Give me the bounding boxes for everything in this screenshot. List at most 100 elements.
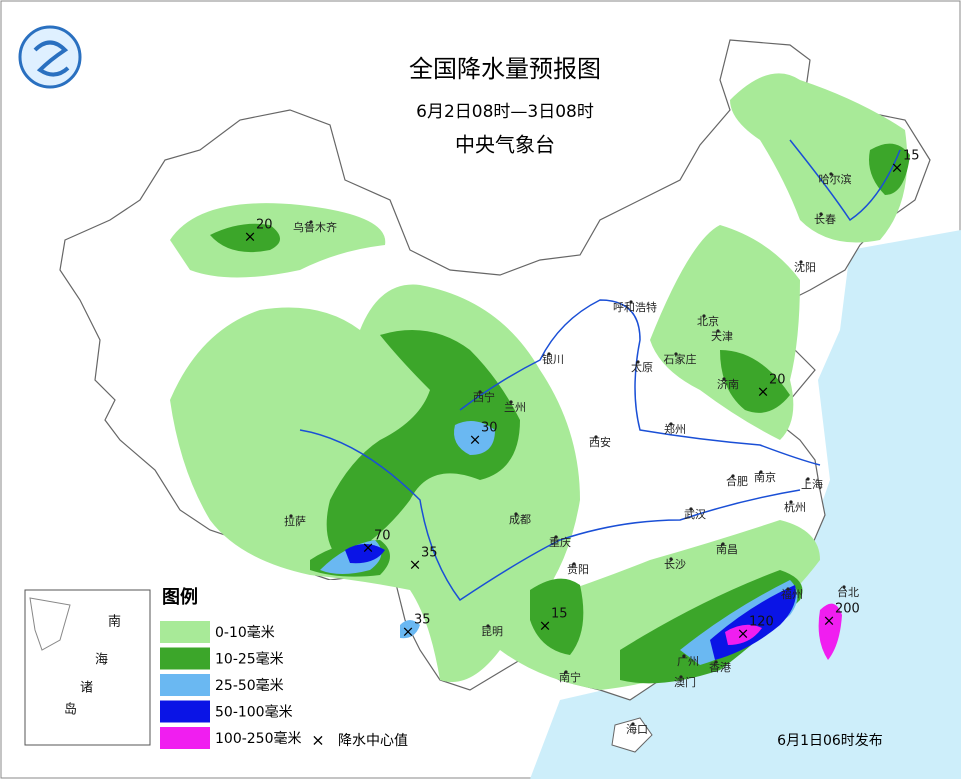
legend-label: 25-50毫米: [215, 677, 284, 694]
rain-area: [454, 421, 495, 455]
city-dot: [689, 507, 693, 511]
legend-swatch: [160, 700, 210, 723]
city-dot: [289, 514, 293, 518]
city-label: 沈阳: [794, 260, 816, 274]
inset-coast: [29, 597, 71, 651]
city-label: 银川: [542, 352, 564, 366]
city-dot: [829, 172, 833, 176]
city-label: 西安: [589, 435, 611, 449]
city-label: 哈尔滨: [819, 172, 852, 186]
center-value: 35: [421, 546, 438, 561]
center-value: 20: [769, 373, 786, 388]
legend-label: 100-250毫米: [215, 730, 302, 747]
city-label: 拉萨: [284, 514, 306, 528]
city-label: 天津: [711, 330, 733, 343]
city-label: 贵阳: [567, 563, 589, 576]
city-dot: [722, 377, 726, 381]
center-marker: ×: [469, 431, 482, 449]
center-value: 70: [374, 529, 391, 544]
city-dot: [702, 314, 706, 318]
city-label: 北京: [697, 314, 719, 328]
rain-area: [345, 544, 385, 564]
center-marker: ×: [244, 228, 257, 246]
city-dot: [759, 470, 763, 474]
center-value: 15: [551, 607, 568, 622]
legend-swatch: [160, 727, 210, 749]
sea: [530, 230, 961, 779]
city-dot: [572, 562, 576, 566]
legend-label: 10-25毫米: [215, 651, 284, 668]
city-dot: [669, 422, 673, 426]
city-label: 乌鲁木齐: [293, 220, 337, 234]
logo: [18, 25, 82, 89]
city-dot: [636, 360, 640, 364]
inset-label: 岛: [64, 702, 77, 718]
city-label: 香港: [709, 661, 731, 674]
legend-title: 图例: [162, 586, 198, 608]
city-label: 石家庄: [664, 352, 697, 366]
city-dot: [731, 474, 735, 478]
city-dot: [554, 535, 558, 539]
center-marker: ×: [539, 617, 552, 635]
city-label: 重庆: [549, 535, 571, 549]
city-label: 南京: [754, 470, 776, 484]
city-label: 合肥: [726, 474, 748, 488]
rain-area: [170, 284, 820, 690]
city-label: 台北: [837, 585, 859, 599]
city-dot: [842, 585, 846, 589]
city-dot: [786, 587, 790, 591]
city-dot: [486, 624, 490, 628]
songhua-river: [789, 139, 901, 222]
city-label: 长沙: [664, 558, 686, 571]
city-dot: [674, 352, 678, 356]
city-label: 福州: [781, 587, 803, 601]
legend-swatch: [160, 647, 210, 670]
city-dot: [309, 220, 313, 224]
legend-label: 50-100毫米: [215, 704, 293, 721]
center-marker: ×: [891, 159, 904, 177]
city-dot: [564, 670, 568, 674]
center-marker: ×: [362, 539, 375, 557]
period: 6月2日08时—3日08时: [416, 102, 594, 122]
center-value: 20: [256, 218, 273, 233]
rain-area: [530, 578, 584, 655]
city-dot: [514, 512, 518, 516]
city-dot: [478, 390, 482, 394]
city-label: 济南: [717, 377, 739, 391]
center-marker: ×: [737, 625, 750, 643]
yellow-river: [459, 299, 821, 466]
city-dot: [716, 329, 720, 333]
title: 全国降水量预报图: [409, 55, 601, 83]
city-dot: [631, 722, 635, 726]
rain-area: [818, 603, 842, 660]
city-label: 上海: [801, 477, 823, 491]
city-dot: [679, 675, 683, 679]
city-dot: [799, 260, 803, 264]
city-label: 呼和浩特: [613, 300, 657, 314]
city-label: 武汉: [684, 508, 706, 521]
logo-mark: [33, 40, 70, 77]
center-marker: ×: [311, 731, 324, 750]
rain-area: [326, 330, 520, 560]
city-label: 太原: [631, 361, 653, 374]
rain-area: [720, 350, 790, 413]
footer: 6月1日06时发布: [777, 733, 883, 749]
center-marker: ×: [823, 612, 836, 630]
issuer: 中央气象台: [455, 133, 555, 157]
city-dot: [721, 542, 725, 546]
city-label: 广州: [677, 655, 699, 668]
city-label: 海口: [626, 722, 648, 736]
city-dot: [789, 500, 793, 504]
rivers: [299, 139, 901, 602]
rain-area: [400, 620, 420, 639]
legend-swatch: [160, 674, 210, 696]
city-label: 兰州: [504, 401, 526, 414]
city-label: 郑州: [664, 422, 686, 436]
city-dot: [629, 300, 633, 304]
city-dot: [682, 654, 686, 658]
city-dot: [819, 212, 823, 216]
city-dot: [669, 557, 673, 561]
legend-label: 0-10毫米: [215, 624, 275, 641]
rain-area: [730, 73, 908, 243]
